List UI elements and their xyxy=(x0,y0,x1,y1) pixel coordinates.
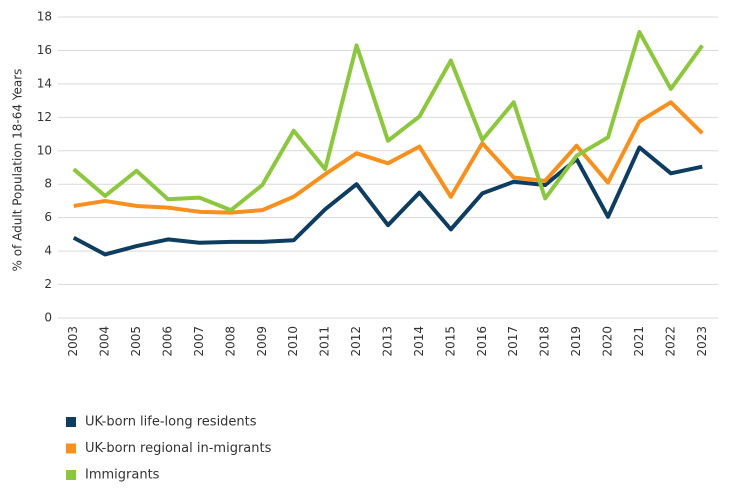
x-tick-label: 2022 xyxy=(663,326,677,357)
x-tick-label: 2020 xyxy=(601,326,615,357)
x-tick-label: 2006 xyxy=(161,326,175,357)
x-tick-label: 2007 xyxy=(192,326,206,357)
y-tick-label: 12 xyxy=(37,110,52,124)
x-tick-label: 2010 xyxy=(286,326,300,357)
y-tick-label: 10 xyxy=(37,143,52,157)
y-tick-label: 8 xyxy=(44,177,52,191)
series-line xyxy=(72,145,703,257)
x-tick-label: 2021 xyxy=(632,326,646,357)
x-tick-label: 2018 xyxy=(538,326,552,357)
series-line xyxy=(72,30,704,213)
legend-swatch xyxy=(66,470,76,480)
x-tick-label: 2023 xyxy=(695,326,709,357)
legend-swatch xyxy=(66,443,76,454)
x-tick-label: 2003 xyxy=(66,326,80,357)
y-tick-label: 0 xyxy=(44,311,52,325)
legend-label: Immigrants xyxy=(85,468,160,483)
y-tick-label: 18 xyxy=(37,10,52,24)
x-tick-label: 2019 xyxy=(569,326,583,357)
x-tick-label: 2005 xyxy=(129,326,143,357)
x-tick-label: 2013 xyxy=(381,326,395,357)
x-tick-label: 2015 xyxy=(443,326,457,357)
x-tick-label: 2017 xyxy=(506,326,520,357)
legend-label: UK-born life-long residents xyxy=(85,415,257,430)
y-axis-label: % of Adult Population 18-64 Years xyxy=(11,69,25,272)
series-line xyxy=(73,100,704,215)
legend-label: UK-born regional in-migrants xyxy=(85,441,272,456)
x-tick-label: 2012 xyxy=(349,326,363,357)
x-tick-label: 2004 xyxy=(98,326,112,357)
y-tick-label: 2 xyxy=(44,277,52,291)
y-tick-label: 14 xyxy=(37,76,52,90)
legend-swatch xyxy=(66,417,76,427)
x-tick-label: 2009 xyxy=(255,326,269,357)
y-tick-label: 6 xyxy=(44,210,52,224)
x-tick-label: 2014 xyxy=(412,326,426,357)
x-tick-label: 2008 xyxy=(223,326,237,357)
y-tick-label: 4 xyxy=(44,244,52,258)
y-tick-label: 16 xyxy=(37,43,52,57)
x-tick-label: 2016 xyxy=(475,326,489,357)
x-tick-label: 2011 xyxy=(318,326,332,357)
